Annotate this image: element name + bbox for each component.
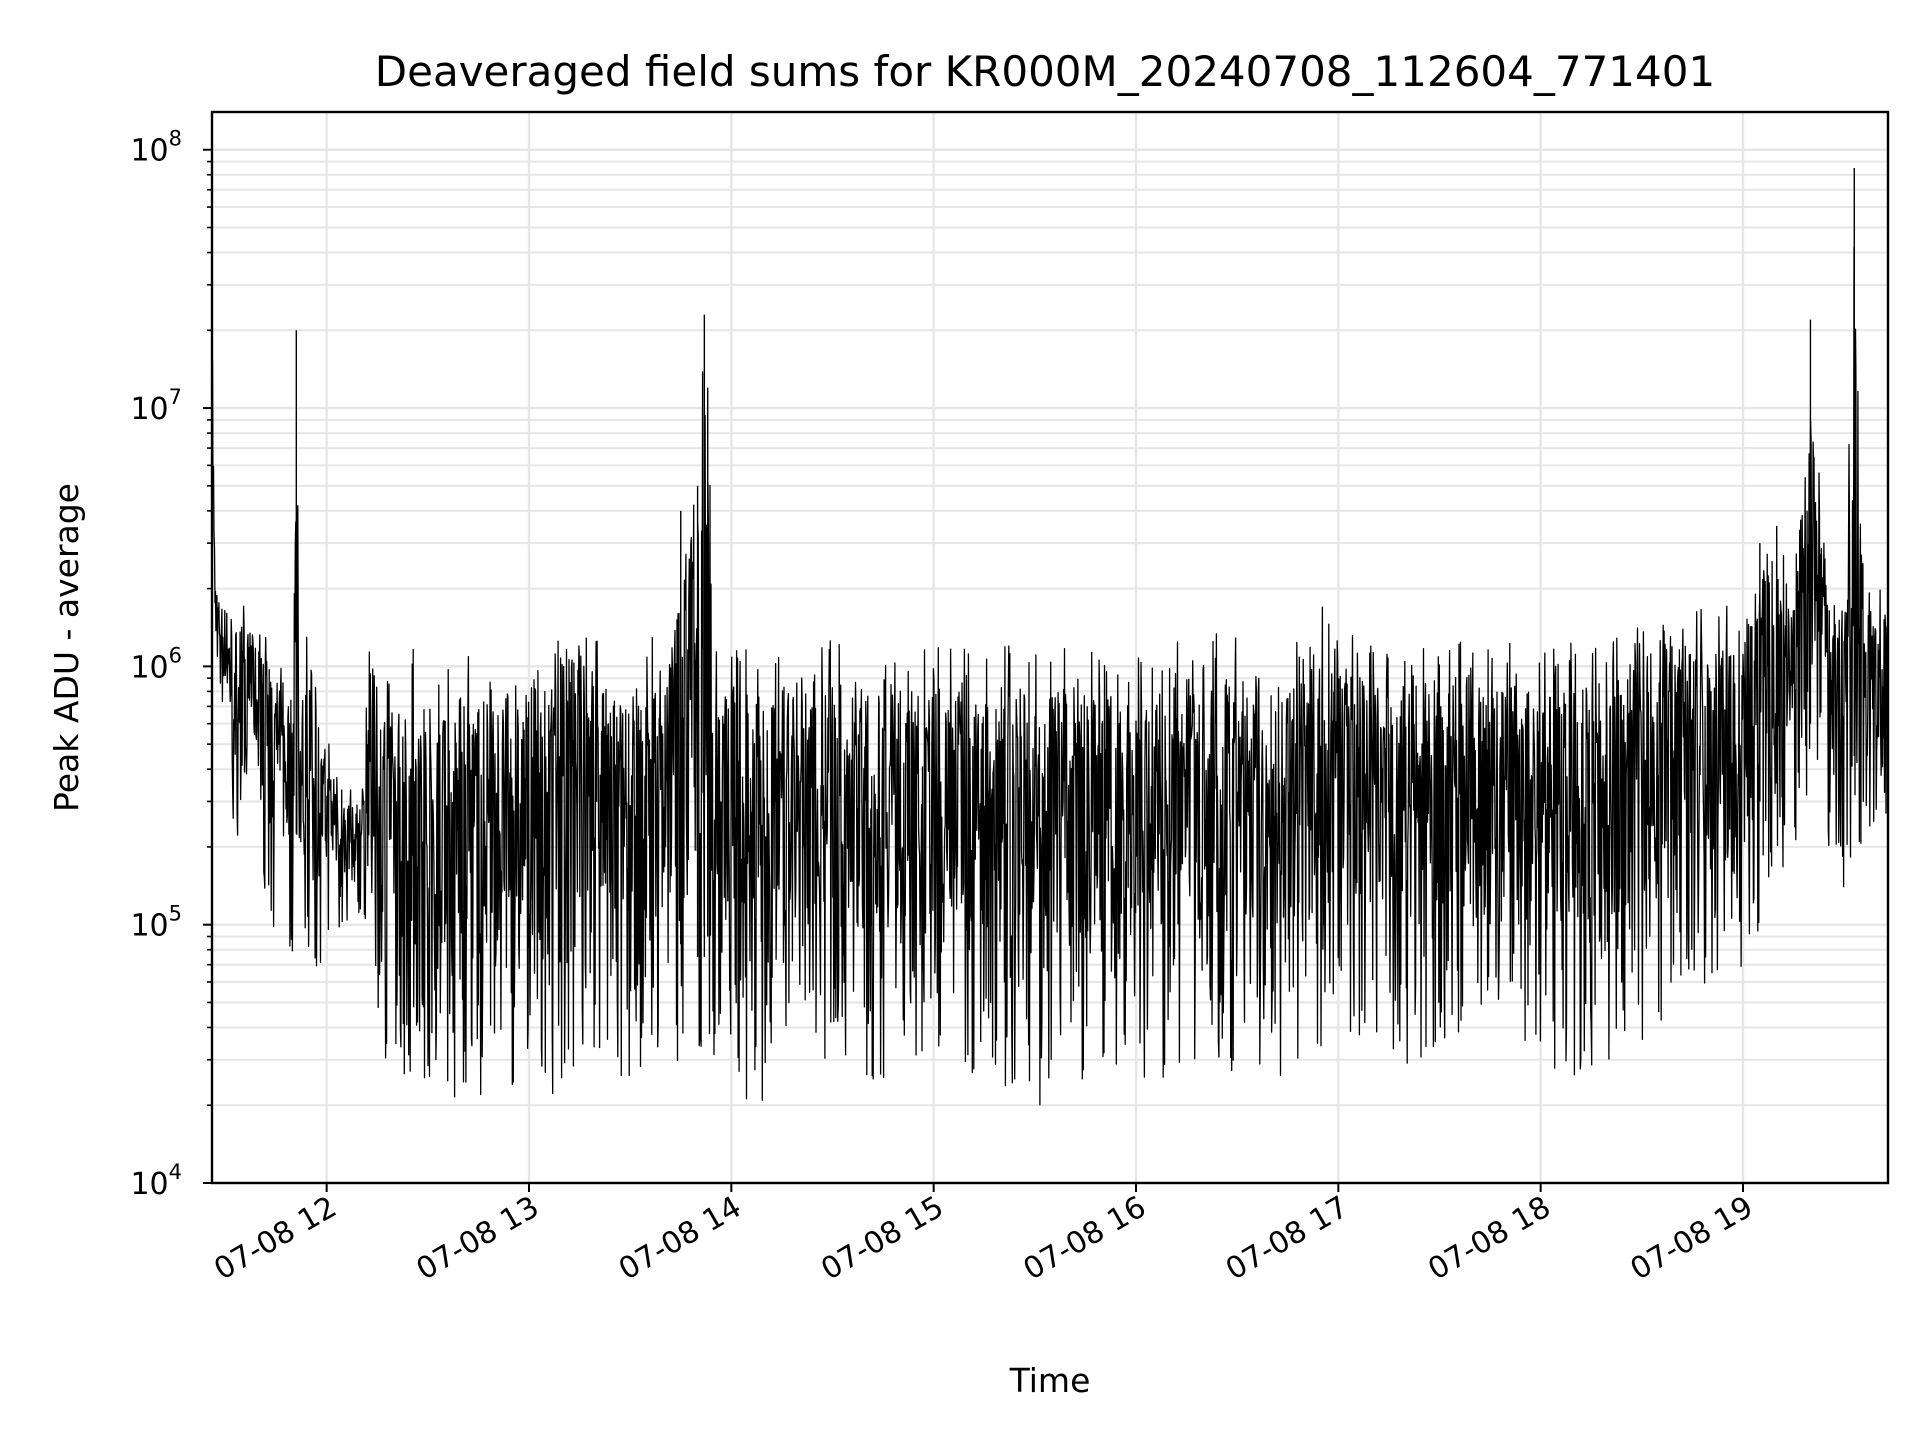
- y-tick-label: 108: [130, 127, 182, 169]
- y-axis-ticks: 104 105 106 107 108: [130, 127, 212, 1202]
- chart-title: Deaveraged field sums for KR000M_2024070…: [375, 47, 1715, 96]
- y-tick-label: 104: [130, 1160, 182, 1202]
- series-line: [211, 246, 1889, 1106]
- y-tick-label: 107: [130, 385, 182, 427]
- x-axis-title: Time: [1009, 1361, 1091, 1400]
- y-axis-title: Peak ADU - average: [47, 483, 86, 812]
- y-tick-label: 105: [130, 902, 182, 944]
- plot-area-frame: [210, 110, 1890, 1185]
- y-tick-label: 106: [130, 643, 182, 685]
